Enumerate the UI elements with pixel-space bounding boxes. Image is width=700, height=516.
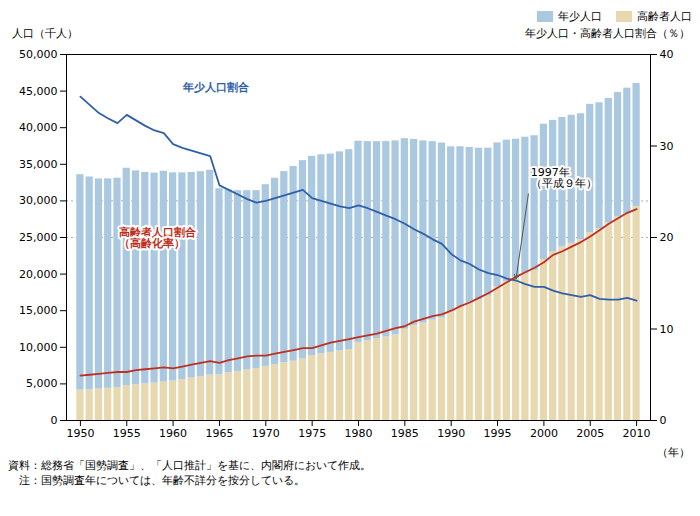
svg-text:50,000: 50,000	[19, 48, 58, 61]
svg-text:年少人口・高齢者人口割合（％）: 年少人口・高齢者人口割合（％）	[525, 27, 690, 40]
svg-text:30,000: 30,000	[19, 194, 58, 207]
svg-text:1985: 1985	[391, 427, 419, 440]
html-text:年少人口: 年少人口	[558, 9, 602, 23]
svg-text:1980: 1980	[345, 427, 373, 440]
html-text:高齢者人口: 高齢者人口	[637, 9, 692, 23]
svg-text:40: 40	[660, 48, 674, 61]
svg-text:2010: 2010	[623, 427, 651, 440]
svg-text:高齢者人口割合（高齢化率）: 高齢者人口割合（高齢化率）	[119, 226, 197, 250]
svg-text:1990: 1990	[437, 427, 465, 440]
svg-text:1955: 1955	[113, 427, 141, 440]
svg-text:45,000: 45,000	[19, 85, 58, 98]
svg-text:0: 0	[660, 414, 667, 427]
svg-text:（年）: （年）	[657, 446, 690, 459]
svg-text:15,000: 15,000	[19, 304, 58, 317]
svg-text:40,000: 40,000	[19, 121, 58, 134]
svg-text:1975: 1975	[298, 427, 326, 440]
svg-text:35,000: 35,000	[19, 158, 58, 171]
svg-text:年少人口割合: 年少人口割合	[182, 81, 250, 94]
svg-text:1970: 1970	[252, 427, 280, 440]
svg-text:1997年（平成９年）: 1997年（平成９年）	[531, 166, 597, 190]
svg-text:10,000: 10,000	[19, 341, 58, 354]
svg-text:1995: 1995	[484, 427, 512, 440]
svg-text:人口（千人）: 人口（千人）	[12, 27, 78, 40]
svg-text:1960: 1960	[159, 427, 187, 440]
html-text:注：国勢調査年については、年齢不詳分を按分している。: 注：国勢調査年については、年齢不詳分を按分している。	[8, 474, 305, 486]
svg-text:30: 30	[660, 140, 674, 153]
svg-text:10: 10	[660, 323, 674, 336]
svg-text:20,000: 20,000	[19, 268, 58, 281]
html-text:資料：総務省「国勢調査」、「人口推計」を基に、内閣府において: 資料：総務省「国勢調査」、「人口推計」を基に、内閣府において作成。	[8, 459, 371, 471]
svg-text:2005: 2005	[576, 427, 604, 440]
svg-text:0: 0	[51, 414, 58, 427]
svg-text:2000: 2000	[530, 427, 558, 440]
svg-text:25,000: 25,000	[19, 231, 58, 244]
svg-text:5,000: 5,000	[26, 377, 58, 390]
svg-text:20: 20	[660, 231, 674, 244]
svg-text:1965: 1965	[205, 427, 233, 440]
svg-text:1950: 1950	[66, 427, 94, 440]
